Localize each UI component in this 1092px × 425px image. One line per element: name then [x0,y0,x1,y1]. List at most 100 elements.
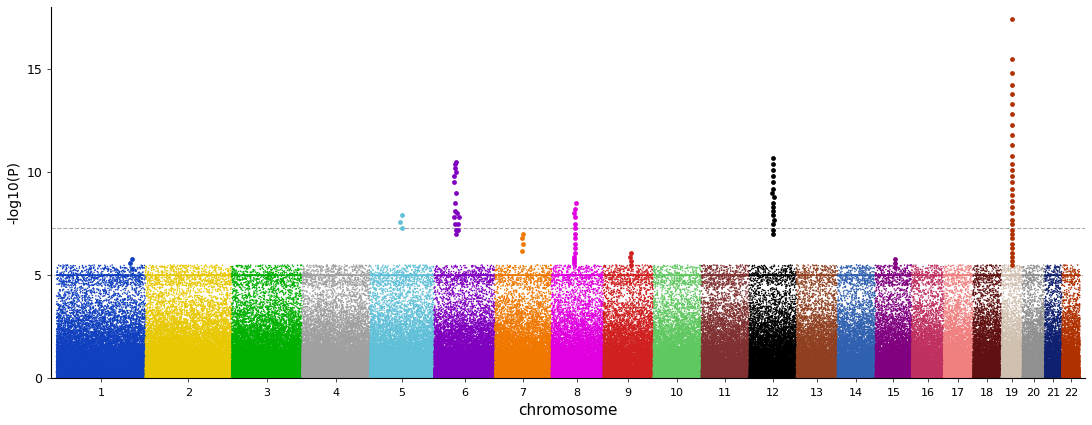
Point [534,345,551,352]
Point [439,346,456,353]
Point [269,327,286,334]
Point [581,361,598,368]
Point [513,365,531,372]
Point [173,324,190,331]
Point [394,341,412,348]
Point [740,348,758,355]
Point [197,373,214,380]
Point [769,339,786,346]
Point [640,341,657,348]
Point [297,369,314,376]
Point [100,367,118,374]
Point [382,318,400,325]
Point [1060,297,1078,304]
Point [122,337,140,344]
Point [980,317,997,324]
Point [385,373,403,380]
Point [490,337,508,344]
Point [218,355,236,362]
Point [247,372,264,379]
Point [983,348,1000,355]
Point [512,345,530,352]
Point [96,372,114,379]
Point [993,369,1010,376]
Point [92,339,109,346]
Point [369,295,387,302]
Point [209,371,226,377]
Point [387,315,404,322]
Point [217,323,235,330]
Point [808,371,826,378]
Point [270,365,287,371]
Point [300,357,318,364]
Point [199,272,216,279]
Point [1029,272,1046,279]
Point [776,323,794,330]
Point [669,328,687,334]
Point [705,366,723,373]
Point [1033,343,1051,349]
Point [425,364,442,371]
Point [292,364,309,371]
Point [761,367,779,374]
Point [546,353,563,360]
Point [420,351,438,358]
Point [416,330,434,337]
Point [843,375,860,382]
Point [895,339,913,346]
Point [998,368,1016,375]
Point [784,298,802,305]
Point [97,344,115,351]
Point [378,349,395,356]
Point [860,367,878,374]
Point [890,347,907,354]
Point [55,365,72,372]
Point [962,335,980,342]
Point [123,360,141,367]
Point [373,345,391,352]
Point [667,322,685,329]
Point [122,349,140,356]
Point [405,370,423,377]
Point [188,310,205,317]
Point [211,353,228,360]
Point [484,272,501,279]
Point [147,360,165,367]
Point [147,369,165,376]
Point [630,374,648,380]
Point [853,358,870,365]
Point [686,369,703,376]
Point [983,343,1000,350]
Point [857,374,875,381]
Point [76,353,94,360]
Point [1047,367,1065,374]
Point [663,329,680,336]
Point [898,301,915,308]
Point [1055,356,1072,363]
Point [950,320,968,327]
Point [389,320,406,327]
Point [887,371,904,378]
Point [209,341,226,348]
Point [313,357,331,364]
Point [483,272,500,279]
Point [490,302,508,309]
Point [1054,322,1071,329]
Point [189,357,206,364]
Point [378,374,395,381]
Point [987,358,1005,365]
Point [846,360,864,366]
Point [578,368,595,375]
Point [494,371,511,378]
Point [203,355,221,362]
Point [1068,361,1085,368]
Point [299,375,317,382]
Point [1055,347,1072,354]
Point [444,338,462,345]
Point [631,360,649,367]
Point [229,370,247,377]
Point [572,358,590,365]
Point [651,341,668,348]
Point [321,334,339,340]
Point [778,337,795,344]
